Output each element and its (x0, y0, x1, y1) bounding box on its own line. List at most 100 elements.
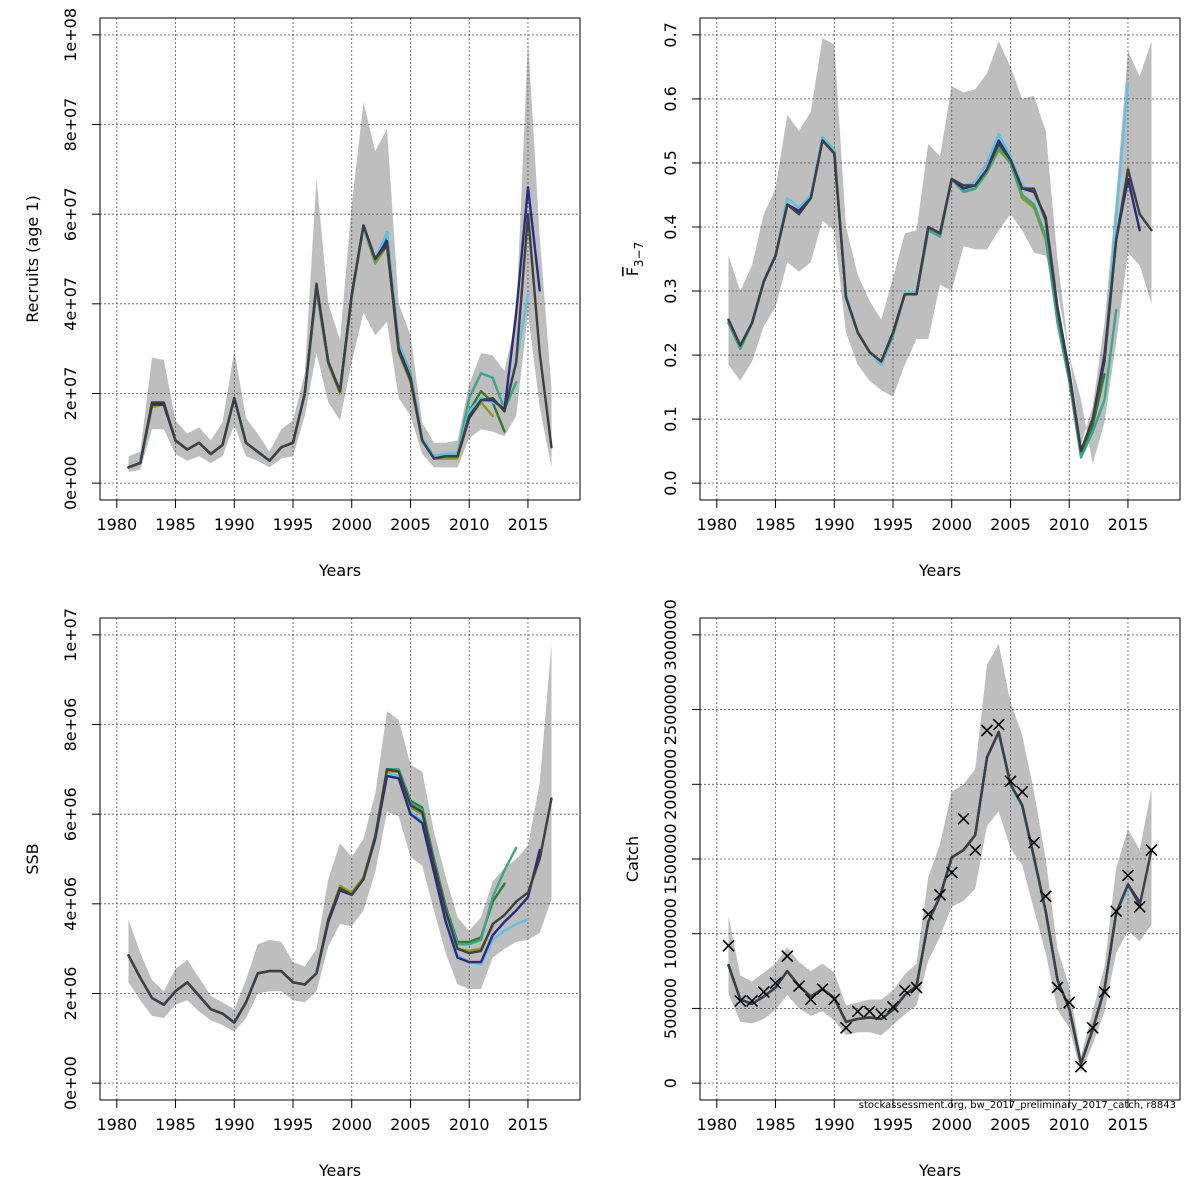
x-tick-label: 2005 (990, 1115, 1031, 1134)
y-tick-label: 2e+06 (61, 967, 80, 1021)
y-tick-label: 1000000 (661, 898, 680, 969)
x-axis-label: Years (918, 1161, 961, 1180)
x-tick-label: 1980 (96, 1115, 137, 1134)
observation-point (945, 866, 958, 879)
observation-point (757, 985, 770, 999)
y-tick-label: 2500000 (661, 674, 680, 745)
x-tick-label: 1990 (814, 515, 855, 534)
x-tick-label: 2015 (1108, 515, 1149, 534)
x-tick-label: 2010 (1049, 1115, 1090, 1134)
y-tick-label: 6e+06 (61, 787, 80, 841)
y-axis-label: Recruits (age 1) (23, 195, 42, 322)
x-tick-label: 1990 (214, 1115, 255, 1134)
y-tick-label: 0.1 (661, 406, 680, 431)
x-tick-label: 2000 (331, 515, 372, 534)
observation-point (980, 724, 994, 737)
x-tick-label: 1995 (873, 1115, 914, 1134)
observation-point (734, 994, 747, 1008)
x-tick-label: 1990 (214, 515, 255, 534)
y-tick-label: 2000000 (661, 749, 680, 820)
series-line-0 (727, 730, 1153, 1065)
x-tick-label: 2015 (1108, 1115, 1149, 1134)
x-tick-label: 1995 (273, 515, 314, 534)
observation-point (875, 1008, 888, 1021)
x-tick-label: 1985 (155, 1115, 196, 1134)
y-tick-label: 4e+07 (61, 277, 80, 331)
plot-frame (99, 17, 581, 501)
panel-recruits: 1980 1985 1990 1995 2000 2005 2010 2015 0e+00 2e+… (23, 8, 581, 580)
x-tick-label: 1985 (155, 515, 196, 534)
x-axis-label: Years (918, 561, 961, 580)
y-tick-label: 2e+07 (61, 367, 80, 421)
observation-point (1121, 869, 1135, 882)
y-tick-label: 0e+00 (61, 1056, 80, 1110)
x-tick-label: 2005 (990, 515, 1031, 534)
observation-point (969, 843, 982, 857)
observation-point (1086, 1021, 1099, 1034)
y-tick-label: 0 (661, 1078, 680, 1088)
observation-point (781, 950, 794, 963)
x-tick-label: 2000 (931, 515, 972, 534)
x-tick-label: 1995 (273, 1115, 314, 1134)
x-tick-label: 1980 (696, 1115, 737, 1134)
y-axis-label: SSB (23, 843, 42, 874)
observation-point (1110, 905, 1123, 918)
x-tick-label: 2000 (931, 1115, 972, 1134)
observation-point (1027, 836, 1041, 849)
confidence-band (128, 643, 552, 1032)
observation-point (839, 1021, 853, 1034)
y-axis-label: F3−7 (623, 242, 646, 277)
y-tick-label: 0.7 (661, 22, 680, 47)
y-tick-label: 3000000 (661, 599, 680, 670)
x-tick-label: 1980 (696, 515, 737, 534)
observation-point (1063, 996, 1076, 1009)
y-tick-label: 0.6 (661, 86, 680, 111)
y-tick-label: 0e+00 (61, 456, 80, 510)
observation-point (816, 982, 829, 996)
observation-point (828, 993, 841, 1006)
observation-point (851, 1005, 864, 1018)
x-tick-label: 2005 (390, 515, 431, 534)
observation-point (722, 939, 735, 952)
x-tick-label: 2010 (449, 515, 490, 534)
y-axis-label: Catch (623, 836, 642, 882)
series-line-0 (127, 768, 553, 1024)
observation-point (863, 1005, 876, 1018)
observation-point (1016, 785, 1029, 798)
observation-point (1133, 900, 1146, 913)
confidence-band (728, 38, 1152, 464)
observation-point (1074, 1060, 1088, 1073)
panel-fishing-mortality: 1980 1985 1990 1995 2000 2005 2010 2015 0.0 0.1 0.… (623, 17, 1181, 580)
y-tick-label: 6e+07 (61, 187, 80, 241)
observation-point (992, 718, 1005, 731)
y-tick-label: 0.4 (661, 214, 680, 239)
series-line-3 (727, 730, 1118, 1065)
observation-point (1039, 890, 1052, 903)
y-tick-label: 1e+08 (61, 8, 80, 62)
plot-frame (99, 617, 581, 1101)
y-tick-label: 4e+06 (61, 877, 80, 931)
panel-catch: 1980 1985 1990 1995 2000 2005 2010 2015 0 500000 1… (623, 599, 1181, 1180)
observation-point (1145, 843, 1158, 857)
x-axis-label: Years (318, 561, 361, 580)
x-tick-label: 1985 (755, 1115, 796, 1134)
panel-ssb: 1980 1985 1990 1995 2000 2005 2010 2015 0e+00 2e+… (23, 608, 581, 1180)
y-tick-label: 0.3 (661, 278, 680, 303)
observation-point (792, 979, 806, 993)
y-tick-label: 8e+07 (61, 98, 80, 152)
x-tick-label: 2000 (331, 1115, 372, 1134)
confidence-band (728, 643, 1152, 1073)
x-tick-label: 2005 (390, 1115, 431, 1134)
observation-point (1098, 985, 1111, 999)
x-tick-label: 2015 (508, 1115, 549, 1134)
y-tick-label: 1500000 (661, 823, 680, 894)
observation-point (886, 1000, 900, 1013)
x-tick-label: 2015 (508, 515, 549, 534)
x-tick-label: 2010 (449, 1115, 490, 1134)
observation-point (910, 981, 923, 994)
observation-point (957, 812, 970, 825)
x-tick-label: 1980 (96, 515, 137, 534)
observation-point (745, 994, 759, 1008)
x-tick-label: 1990 (814, 1115, 855, 1134)
